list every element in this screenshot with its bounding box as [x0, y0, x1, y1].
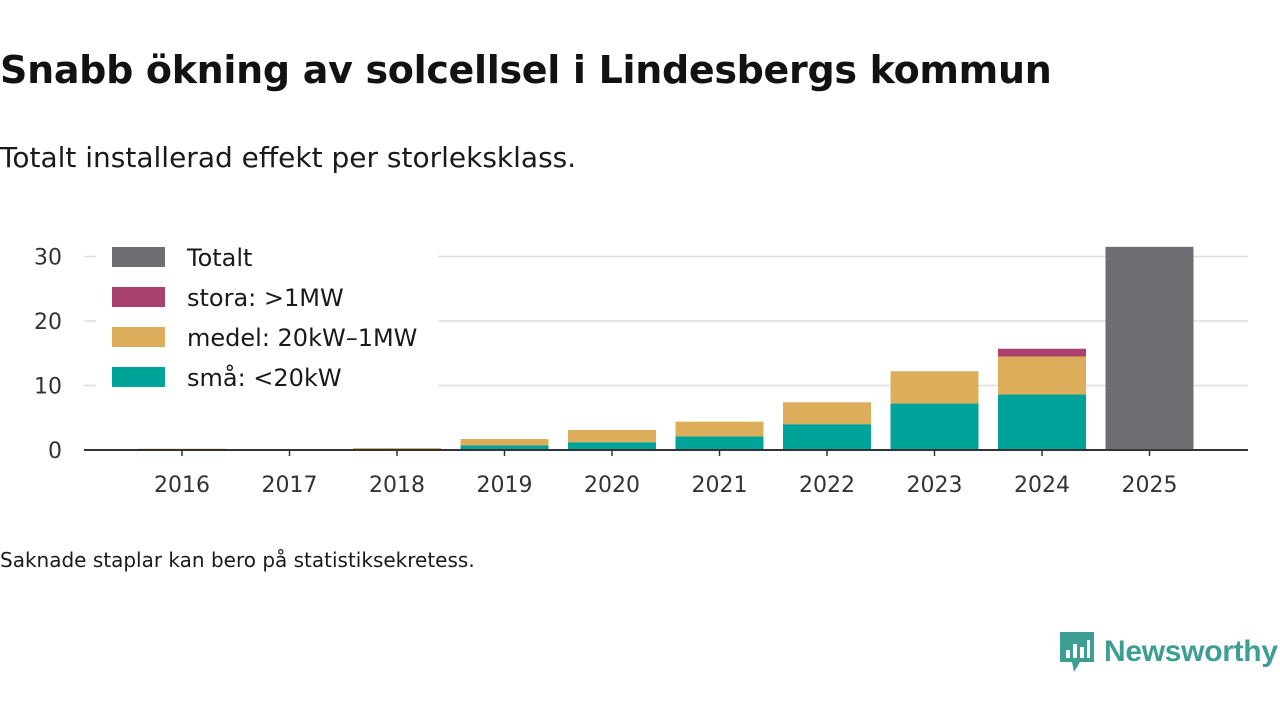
legend-label-small: små: <20kW — [187, 363, 342, 392]
bar-small-2019 — [460, 445, 549, 450]
bar-small-2022 — [783, 424, 871, 450]
bar-small-2024 — [998, 394, 1086, 450]
y-tick-label: 0 — [48, 439, 62, 464]
x-tick-label: 2016 — [154, 473, 210, 498]
bar-medium-2019 — [460, 439, 549, 446]
bar-medium-2024 — [998, 356, 1086, 395]
legend-swatch-small — [112, 367, 165, 387]
y-tick-label: 10 — [34, 375, 62, 400]
x-tick-label: 2021 — [692, 473, 748, 498]
footnote: Saknade staplar kan bero på statistiksek… — [0, 548, 475, 572]
bar-medium-2018 — [353, 448, 441, 449]
legend-swatch-medium — [112, 327, 165, 347]
legend-swatch-large — [112, 287, 165, 307]
bar-medium-2023 — [890, 371, 979, 404]
legend-label-medium: medel: 20kW–1MW — [187, 324, 417, 352]
chart-title: Snabb ökning av solcellsel i Lindesbergs… — [0, 48, 1052, 92]
legend-label-total: Totalt — [186, 244, 252, 272]
legend-swatch-total — [112, 247, 165, 267]
bar-small-2020 — [568, 442, 656, 450]
x-tick-label: 2017 — [262, 473, 318, 498]
x-tick-label: 2023 — [907, 473, 963, 498]
x-tick-label: 2024 — [1014, 473, 1070, 498]
bar-total-2025 — [1105, 246, 1194, 450]
y-tick-label: 20 — [34, 310, 62, 335]
bar-medium-2022 — [783, 402, 871, 425]
bar-large-2024 — [998, 348, 1086, 357]
y-tick-label: 30 — [34, 246, 62, 271]
x-tick-label: 2019 — [477, 473, 533, 498]
chart-subtitle: Totalt installerad effekt per storlekskl… — [0, 141, 577, 174]
bar-medium-2021 — [675, 421, 764, 437]
bar-medium-2020 — [568, 430, 656, 443]
brand-name: Newsworthy — [1104, 635, 1278, 668]
x-tick-label: 2020 — [584, 473, 640, 498]
bar-small-2023 — [890, 403, 979, 450]
newsworthy-logo-icon — [1060, 632, 1094, 672]
x-tick-label: 2025 — [1122, 473, 1178, 498]
x-tick-label: 2022 — [799, 473, 855, 498]
newsworthy-logo: Newsworthy — [1058, 630, 1278, 674]
x-tick-label: 2018 — [369, 473, 425, 498]
legend-label-large: stora: >1MW — [187, 284, 344, 312]
bar-small-2021 — [675, 436, 764, 450]
